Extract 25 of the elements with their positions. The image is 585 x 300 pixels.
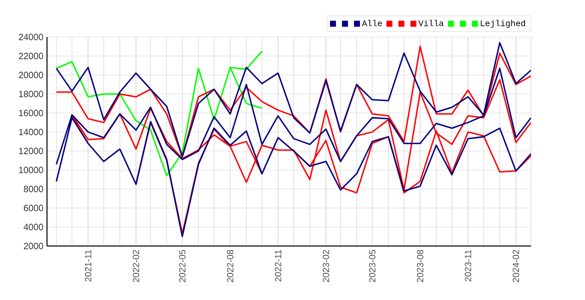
x-tick-label: 2022-02 [132, 250, 140, 282]
legend-label: Villa [418, 20, 444, 26]
y-tick-label: 24000 [18, 34, 44, 40]
y-tick-label: 4000 [24, 224, 44, 230]
legend-label: Lejlighed [480, 20, 526, 28]
y-tick-label: 16000 [19, 110, 44, 116]
x-tick-label: 2023-08 [416, 250, 424, 282]
x-tick-label: 2021-11 [84, 250, 92, 282]
y-tick-label: 18000 [19, 90, 44, 98]
x-tick-label: 2023-05 [369, 250, 376, 282]
y-tick-label: 10000 [19, 166, 44, 174]
y-tick-label: 12000 [19, 148, 44, 154]
y-tick-label: 2000 [24, 242, 44, 250]
x-tick-label: 2022-08 [227, 250, 234, 282]
x-tick-label: 2022-11 [274, 250, 282, 282]
y-tick-label: 6000 [24, 204, 44, 212]
x-tick-label: 2022-05 [179, 250, 186, 282]
y-tick-label: 20000 [18, 72, 44, 78]
y-tick-label: 8000 [24, 186, 44, 192]
legend-label: Alle [362, 20, 382, 26]
y-tick-label: 22000 [18, 52, 44, 60]
x-tick-label: 2023-02 [322, 250, 330, 282]
x-tick-label: 2024-02 [512, 250, 520, 282]
x-tick-label: 2023-11 [464, 250, 472, 282]
y-tick-label: 14000 [19, 128, 44, 136]
